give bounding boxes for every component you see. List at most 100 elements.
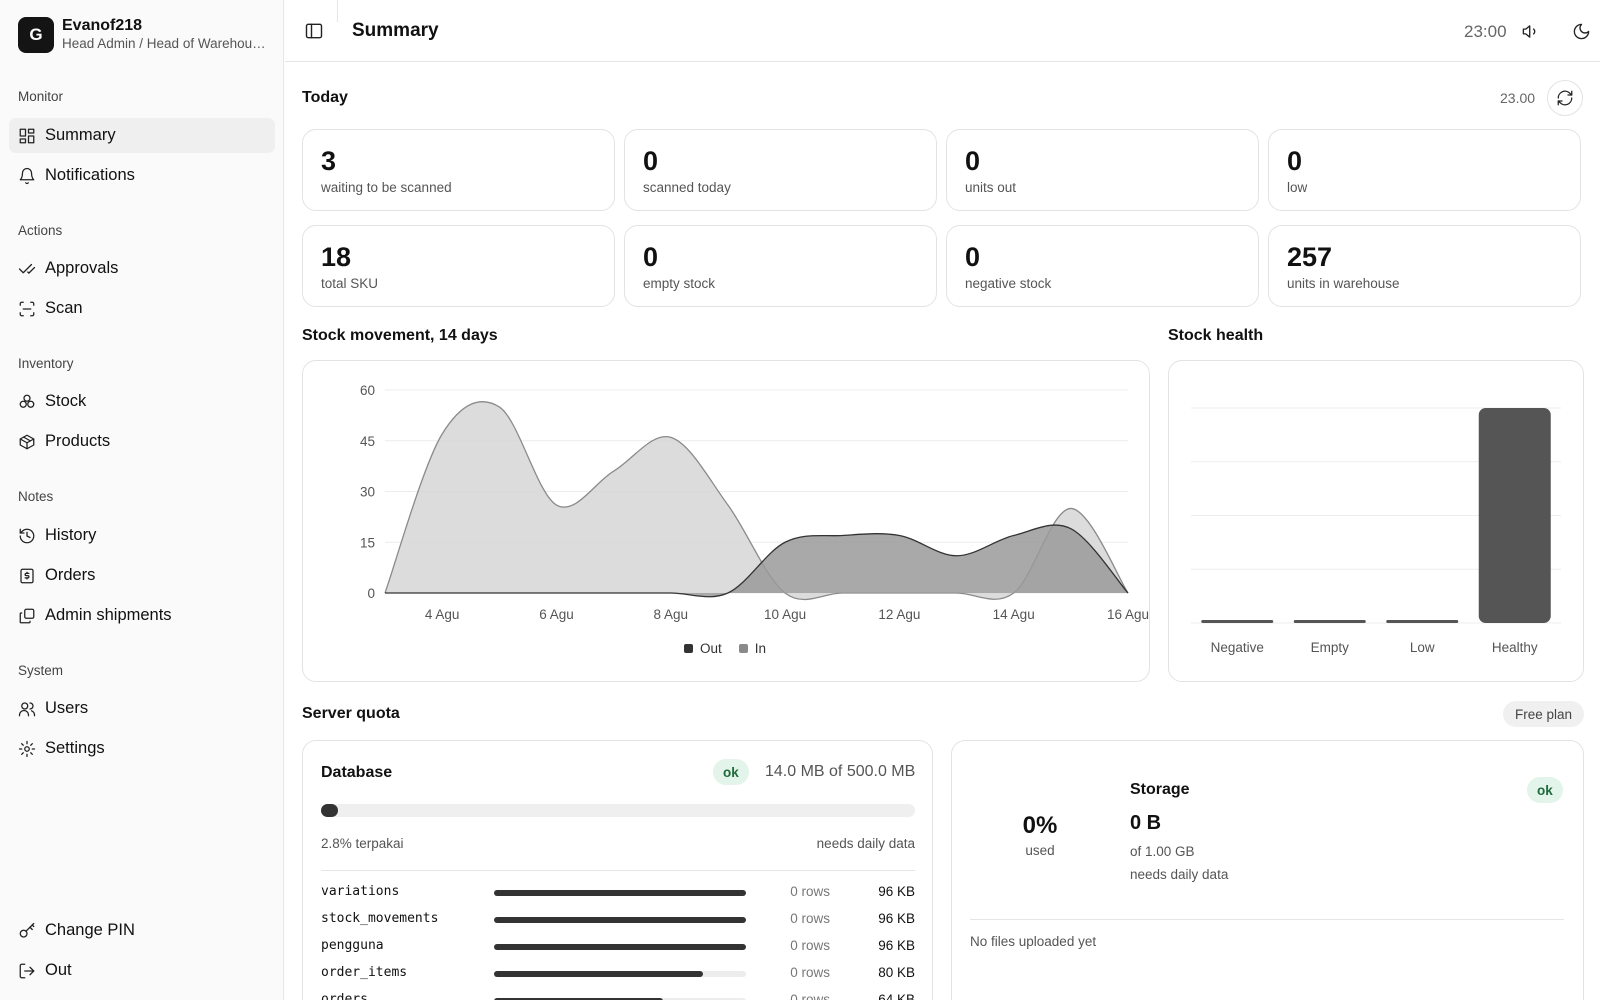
clock-time: 23:00: [1464, 22, 1507, 41]
sidebar-toggle-icon[interactable]: [303, 20, 325, 42]
sidebar-item-label: Out: [45, 961, 72, 979]
table-size-fill: [494, 917, 746, 923]
table-row-count: 0 rows: [790, 965, 830, 980]
check-double-icon: [18, 260, 36, 278]
sidebar-item-label: Users: [45, 699, 89, 717]
moon-icon[interactable]: [1570, 20, 1592, 42]
health-bar: [1293, 620, 1366, 623]
sidebar-item-approvals[interactable]: Approvals: [9, 251, 275, 286]
section-label-system: System: [18, 663, 64, 678]
series-in-area: [385, 401, 1128, 600]
scan-icon: [18, 300, 36, 318]
movement-chart-panel: 0 15 30 45 60 4 Agu 6 Agu 8 Agu 10 Agu 12 Agu 14 A…: [302, 360, 1150, 682]
section-label-monitor: Monitor: [18, 89, 64, 104]
y-tick-label: 0: [367, 586, 375, 601]
table-size-fill: [494, 998, 663, 1000]
table-name: stock_movements: [321, 911, 439, 926]
boxes-icon: [18, 393, 36, 411]
shipments-icon: [18, 607, 36, 625]
storage-status-badge: ok: [1527, 777, 1563, 803]
sidebar-item-out[interactable]: Out: [9, 953, 275, 988]
legend-swatch-out: [684, 644, 693, 653]
sidebar-item-stock[interactable]: Stock: [9, 384, 275, 419]
storage-percent-label: used: [1025, 843, 1055, 858]
y-tick-label: 45: [360, 434, 375, 449]
legend-swatch-in: [738, 644, 748, 653]
series-out-line: [384, 524, 1129, 598]
gear-icon: [18, 740, 36, 758]
database-used-text: 2.8% terpakai: [321, 836, 404, 851]
logout-icon: [18, 962, 36, 980]
health-bar: [1386, 620, 1459, 623]
sidebar-item-history[interactable]: History: [9, 518, 275, 553]
sidebar-item-summary[interactable]: Summary: [9, 118, 275, 153]
x-tick-label: Healthy: [1492, 640, 1538, 655]
table-size-fill: [494, 971, 704, 977]
stat-value: 0: [965, 146, 981, 176]
stat-label: low: [1287, 180, 1308, 195]
chart-legend: Out In: [684, 641, 766, 656]
sidebar-item-label: Admin shipments: [45, 606, 172, 624]
today-title: Today: [302, 89, 348, 106]
table-name: variations: [321, 884, 400, 899]
storage-panel: [951, 740, 1584, 1000]
sidebar-item-orders[interactable]: Orders: [9, 558, 275, 593]
health-chart-title: Stock health: [1168, 327, 1264, 344]
header-divider: [337, 0, 338, 22]
health-bar: [1201, 620, 1274, 623]
avatar: G: [18, 16, 54, 53]
stat-label: negative stock: [965, 276, 1052, 291]
sidebar-item-label: Change PIN: [45, 921, 135, 939]
sidebar-item-label: Notifications: [45, 166, 135, 184]
health-bar: [1478, 408, 1551, 623]
sidebar-item-products[interactable]: Products: [9, 424, 275, 459]
sidebar-item-change-pin[interactable]: Change PIN: [9, 913, 275, 948]
stat-card-scanned-today: 0 scanned today: [624, 129, 937, 211]
bell-icon: [18, 167, 36, 185]
x-tick-label: 12 Agu: [878, 607, 920, 622]
stat-value: 257: [1287, 242, 1333, 272]
storage-title: Storage: [1130, 781, 1190, 798]
storage-used: 0 B: [1130, 812, 1162, 834]
section-label-inventory: Inventory: [18, 356, 74, 371]
table-name: orders: [321, 992, 368, 1000]
sidebar-item-users[interactable]: Users: [9, 691, 275, 726]
page-title: Summary: [352, 20, 439, 41]
sidebar-item-settings[interactable]: Settings: [9, 731, 275, 766]
database-status-badge: ok: [713, 759, 749, 785]
sidebar-item-admin-shipments[interactable]: Admin shipments: [9, 598, 275, 633]
sidebar-item-notifications[interactable]: Notifications: [9, 158, 275, 193]
database-note: needs daily data: [816, 836, 915, 851]
x-tick-label: Low: [1410, 640, 1435, 655]
user-role: Head Admin / Head of Warehouse: [62, 36, 266, 51]
table-size-bar: [494, 944, 746, 950]
users-icon: [18, 700, 36, 718]
refresh-button[interactable]: [1547, 80, 1583, 116]
sidebar-item-scan[interactable]: Scan: [9, 291, 275, 326]
x-tick-label: Negative: [1211, 640, 1264, 655]
volume-icon[interactable]: [1519, 20, 1541, 42]
storage-total: of 1.00 GB: [1130, 844, 1195, 859]
section-label-actions: Actions: [18, 223, 63, 238]
series-out-area: [385, 525, 1128, 597]
table-row-count: 0 rows: [790, 992, 830, 1000]
user-profile[interactable]: G Evanof218 Head Admin / Head of Warehou…: [18, 16, 268, 53]
x-tick-label: 14 Agu: [993, 607, 1035, 622]
series-in-line: [384, 401, 1129, 601]
x-tick-label: 6 Agu: [539, 607, 574, 622]
stat-card-units-out: 0 units out: [946, 129, 1259, 211]
x-tick-label: 8 Agu: [653, 607, 688, 622]
stat-value: 0: [965, 242, 981, 272]
table-size-bar: [494, 971, 746, 977]
sidebar-item-label: History: [45, 526, 97, 544]
table-size-fill: [494, 944, 746, 950]
stat-value: 0: [1287, 146, 1303, 176]
sidebar-item-label: Settings: [45, 739, 105, 757]
package-icon: [18, 433, 36, 451]
stat-value: 0: [643, 242, 659, 272]
table-row: order_items 0 rows 80 KB: [321, 965, 915, 985]
table-row: pengguna 0 rows 96 KB: [321, 938, 915, 958]
history-icon: [18, 527, 36, 545]
table-size: 64 KB: [878, 992, 915, 1000]
storage-divider: [970, 919, 1564, 920]
